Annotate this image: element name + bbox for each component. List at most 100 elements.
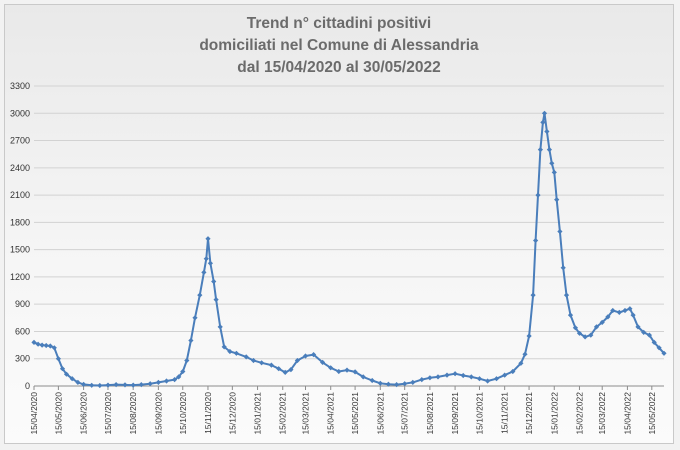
data-point <box>282 369 288 375</box>
data-point <box>59 366 66 372</box>
x-tick-label: 15/09/2021 <box>450 392 460 435</box>
data-point <box>105 382 111 388</box>
data-point <box>89 382 95 388</box>
data-point <box>138 382 144 388</box>
y-tick-label: 1200 <box>10 272 30 282</box>
data-point <box>493 376 500 382</box>
data-point <box>155 379 161 385</box>
data-point <box>320 359 326 365</box>
x-tick-label: 15/05/2021 <box>350 392 360 435</box>
x-tick-label: 15/09/2020 <box>153 392 163 435</box>
chart-title-line-1: Trend n° cittadini positivi <box>246 15 432 32</box>
x-tick-label: 15/11/2021 <box>500 392 510 434</box>
data-point <box>130 382 136 388</box>
data-point <box>69 376 75 382</box>
x-tick-label: 15/06/2021 <box>375 392 385 435</box>
x-tick-label: 15/03/2022 <box>597 392 607 435</box>
data-point <box>641 329 647 335</box>
x-tick-label: 15/06/2020 <box>79 392 89 435</box>
data-point <box>55 356 61 362</box>
data-point <box>97 382 103 389</box>
data-point <box>369 377 375 384</box>
data-point <box>63 371 70 377</box>
x-tick-label: 15/05/2020 <box>53 392 63 435</box>
data-point <box>227 348 233 355</box>
data-point <box>533 237 539 244</box>
x-tick-label: 15/04/2021 <box>326 392 336 435</box>
data-point <box>540 119 546 125</box>
x-tick-label: 15/10/2021 <box>474 392 484 435</box>
x-tick-label: 15/02/2021 <box>278 392 288 435</box>
data-point <box>576 330 583 336</box>
data-point <box>243 354 249 360</box>
chart-title-line-2: domiciliati nel Comune di Alessandria <box>199 37 479 54</box>
data-point <box>147 381 153 387</box>
y-tick-label: 1500 <box>10 245 30 255</box>
data-point <box>268 362 274 368</box>
data-point <box>122 382 128 388</box>
data-point <box>43 342 49 349</box>
chart-title: Trend n° cittadini positivi domiciliati … <box>5 13 673 79</box>
data-point <box>39 342 45 348</box>
data-point <box>344 367 350 373</box>
x-tick-label: 15/01/2022 <box>549 392 559 435</box>
x-tick-label: 15/08/2020 <box>128 392 138 435</box>
data-point <box>51 345 57 351</box>
y-tick-label: 1800 <box>10 217 30 227</box>
data-point <box>180 368 186 375</box>
data-point <box>419 377 425 383</box>
data-point <box>544 128 550 135</box>
y-tick-label: 300 <box>15 354 30 364</box>
data-point <box>188 337 194 344</box>
data-point <box>35 341 41 347</box>
data-point <box>176 374 182 380</box>
data-point <box>622 307 628 314</box>
data-point <box>211 278 217 285</box>
x-tick-label: 15/07/2021 <box>400 392 410 435</box>
data-point <box>288 367 294 373</box>
data-point <box>510 368 516 375</box>
data-point <box>402 381 408 387</box>
data-point <box>460 372 466 379</box>
data-point <box>452 371 458 377</box>
data-point <box>627 306 633 312</box>
data-point <box>468 374 474 380</box>
y-tick-label: 2700 <box>10 136 30 146</box>
x-tick-label: 15/04/2022 <box>622 392 632 435</box>
data-point <box>410 379 416 385</box>
data-point <box>192 315 198 321</box>
data-point <box>593 324 600 330</box>
y-tick-label: 2100 <box>10 190 30 200</box>
data-point <box>546 147 552 153</box>
y-tick-label: 900 <box>15 299 30 309</box>
data-point <box>213 297 219 303</box>
data-point <box>522 351 528 357</box>
data-point <box>233 350 239 356</box>
data-point <box>385 381 391 387</box>
data-point <box>541 110 548 116</box>
data-point <box>336 368 342 375</box>
data-point <box>572 325 578 331</box>
data-point <box>360 374 366 380</box>
data-point <box>635 324 641 330</box>
data-point <box>205 236 211 242</box>
data-point <box>197 292 203 298</box>
data-point <box>656 345 662 351</box>
data-point <box>588 332 594 338</box>
data-point <box>221 344 227 350</box>
y-tick-label: 2400 <box>10 163 30 173</box>
x-tick-label: 15/12/2021 <box>524 392 534 435</box>
y-tick-label: 3000 <box>10 108 30 118</box>
y-tick-label: 600 <box>15 326 30 336</box>
data-point <box>557 228 563 235</box>
x-tick-label: 15/03/2021 <box>301 392 311 435</box>
data-point <box>81 381 87 387</box>
data-point <box>328 365 334 371</box>
data-point <box>377 380 383 386</box>
data-point <box>203 256 209 262</box>
x-tick-label: 15/12/2020 <box>227 392 237 435</box>
data-point <box>47 343 53 349</box>
data-point <box>582 334 588 340</box>
data-point <box>551 169 557 175</box>
